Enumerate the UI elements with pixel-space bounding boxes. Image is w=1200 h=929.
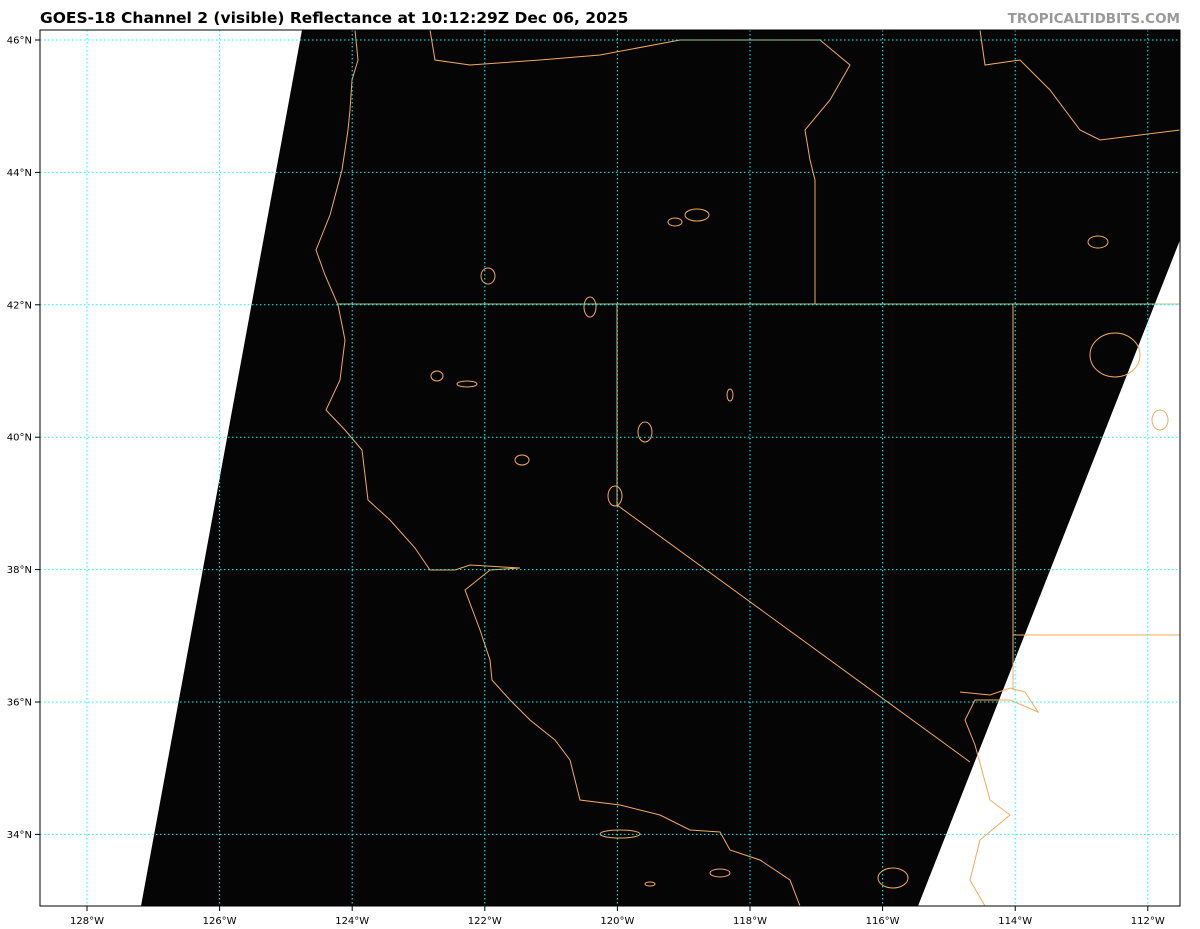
lake-tahoe bbox=[607, 485, 623, 507]
lon-tick-label: 122°W bbox=[468, 916, 502, 927]
satellite-swath bbox=[141, 30, 1180, 906]
lat-tick-label: 34°N bbox=[7, 830, 32, 841]
lon-tick-label: 114°W bbox=[998, 916, 1032, 927]
lon-tick-label: 116°W bbox=[866, 916, 900, 927]
colorado-river bbox=[959, 687, 1040, 906]
lat-tick-label: 36°N bbox=[7, 698, 32, 709]
lon-tick-label: 128°W bbox=[70, 916, 104, 927]
map-frame bbox=[39, 29, 1181, 907]
lat-tick-label: 40°N bbox=[7, 433, 32, 444]
lon-tick-label: 126°W bbox=[203, 916, 237, 927]
pacific-coastline bbox=[315, 30, 801, 906]
lon-tick-label: 124°W bbox=[335, 916, 369, 927]
columbia-river bbox=[429, 30, 851, 181]
map-title: GOES-18 Channel 2 (visible) Reflectance … bbox=[40, 9, 629, 27]
lat-tick-label: 42°N bbox=[7, 300, 32, 311]
lat-tick-label: 44°N bbox=[7, 168, 32, 179]
lat-tick-label: 46°N bbox=[7, 36, 32, 47]
lon-tick-label: 112°W bbox=[1131, 916, 1165, 927]
credit-watermark: TROPICALTIDBITS.COM bbox=[1007, 11, 1180, 27]
lon-tick-label: 120°W bbox=[600, 916, 634, 927]
lon-tick-label: 118°W bbox=[733, 916, 767, 927]
snake-river bbox=[979, 30, 1180, 141]
great-salt-lake bbox=[1089, 332, 1141, 378]
lat-tick-label: 38°N bbox=[7, 565, 32, 576]
